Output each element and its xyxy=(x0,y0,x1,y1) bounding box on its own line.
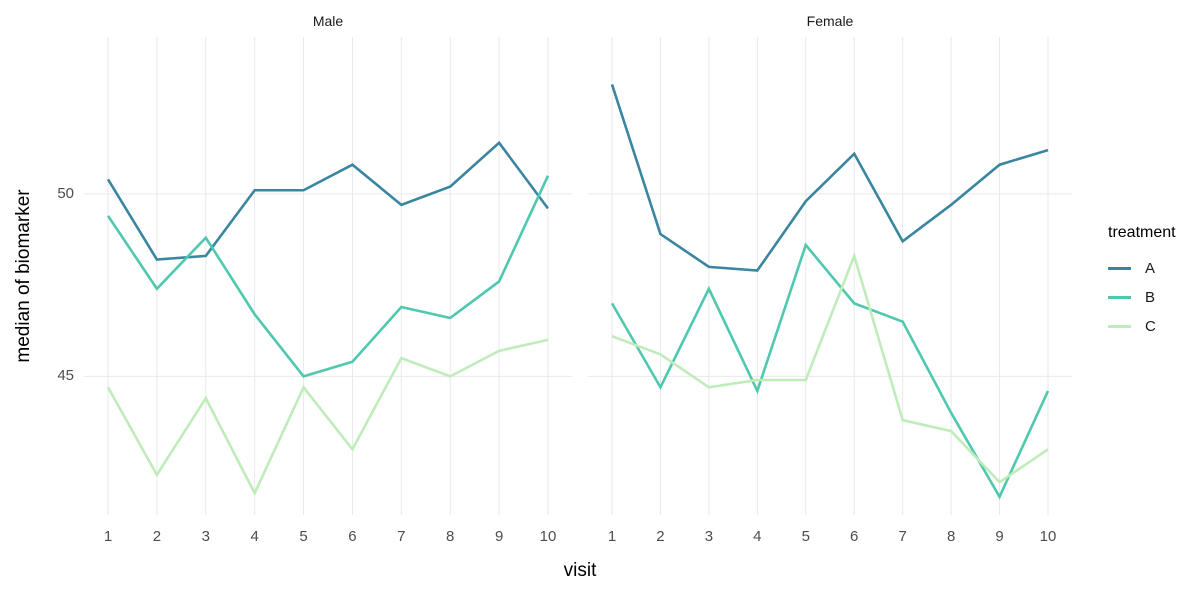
legend-item-c: C xyxy=(1108,312,1176,341)
legend-label-c: C xyxy=(1145,318,1156,335)
x-tick-label: 8 xyxy=(446,528,455,545)
x-tick-label: 9 xyxy=(494,528,504,545)
legend-line-swatch-b xyxy=(1108,296,1131,299)
x-tick-label: 10 xyxy=(1039,528,1057,545)
y-axis-title: median of biomarker xyxy=(13,189,34,363)
series-line-male-B xyxy=(106,175,550,378)
legend-line-swatch-a xyxy=(1108,267,1131,270)
series-line-male-C xyxy=(106,338,549,497)
x-tick-label: 3 xyxy=(704,528,714,545)
x-tick-label: 10 xyxy=(539,528,557,545)
x-tick-label: 5 xyxy=(801,528,810,545)
y-tick-label: 50 xyxy=(57,184,74,202)
x-tick-label: 6 xyxy=(850,528,859,545)
series-line-male-A xyxy=(106,140,550,261)
x-axis-title: visit xyxy=(563,560,597,581)
x-tick-label: 4 xyxy=(250,528,259,545)
legend-label-b: B xyxy=(1145,289,1156,306)
y-tick-label: 45 xyxy=(57,367,74,385)
legend-label-a: A xyxy=(1145,260,1156,277)
legend-line-swatch-c xyxy=(1108,325,1131,328)
x-tick-label: 8 xyxy=(946,528,956,545)
legend-title: treatment xyxy=(1108,224,1176,241)
x-tick-label: 9 xyxy=(995,528,1004,545)
legend: treatment A B C xyxy=(1108,224,1176,341)
facet-label-female: Female xyxy=(806,13,854,29)
legend-item-a: A xyxy=(1108,254,1176,283)
x-tick-label: 5 xyxy=(299,528,308,545)
x-tick-label: 6 xyxy=(348,528,357,545)
x-tick-label: 3 xyxy=(201,528,210,545)
x-tick-label: 4 xyxy=(753,528,762,545)
x-tick-label: 1 xyxy=(103,528,113,545)
series-line-female-A xyxy=(610,84,1049,272)
facet-label-male: Male xyxy=(312,13,344,29)
x-tick-label: 2 xyxy=(656,528,665,545)
x-tick-label: 7 xyxy=(397,528,406,545)
x-tick-label: 2 xyxy=(152,528,162,545)
legend-item-b: B xyxy=(1108,283,1176,312)
series-line-female-C xyxy=(611,251,1049,484)
series-line-female-B xyxy=(610,242,1050,500)
x-tick-label: 7 xyxy=(898,528,907,545)
x-tick-label: 1 xyxy=(607,528,617,545)
